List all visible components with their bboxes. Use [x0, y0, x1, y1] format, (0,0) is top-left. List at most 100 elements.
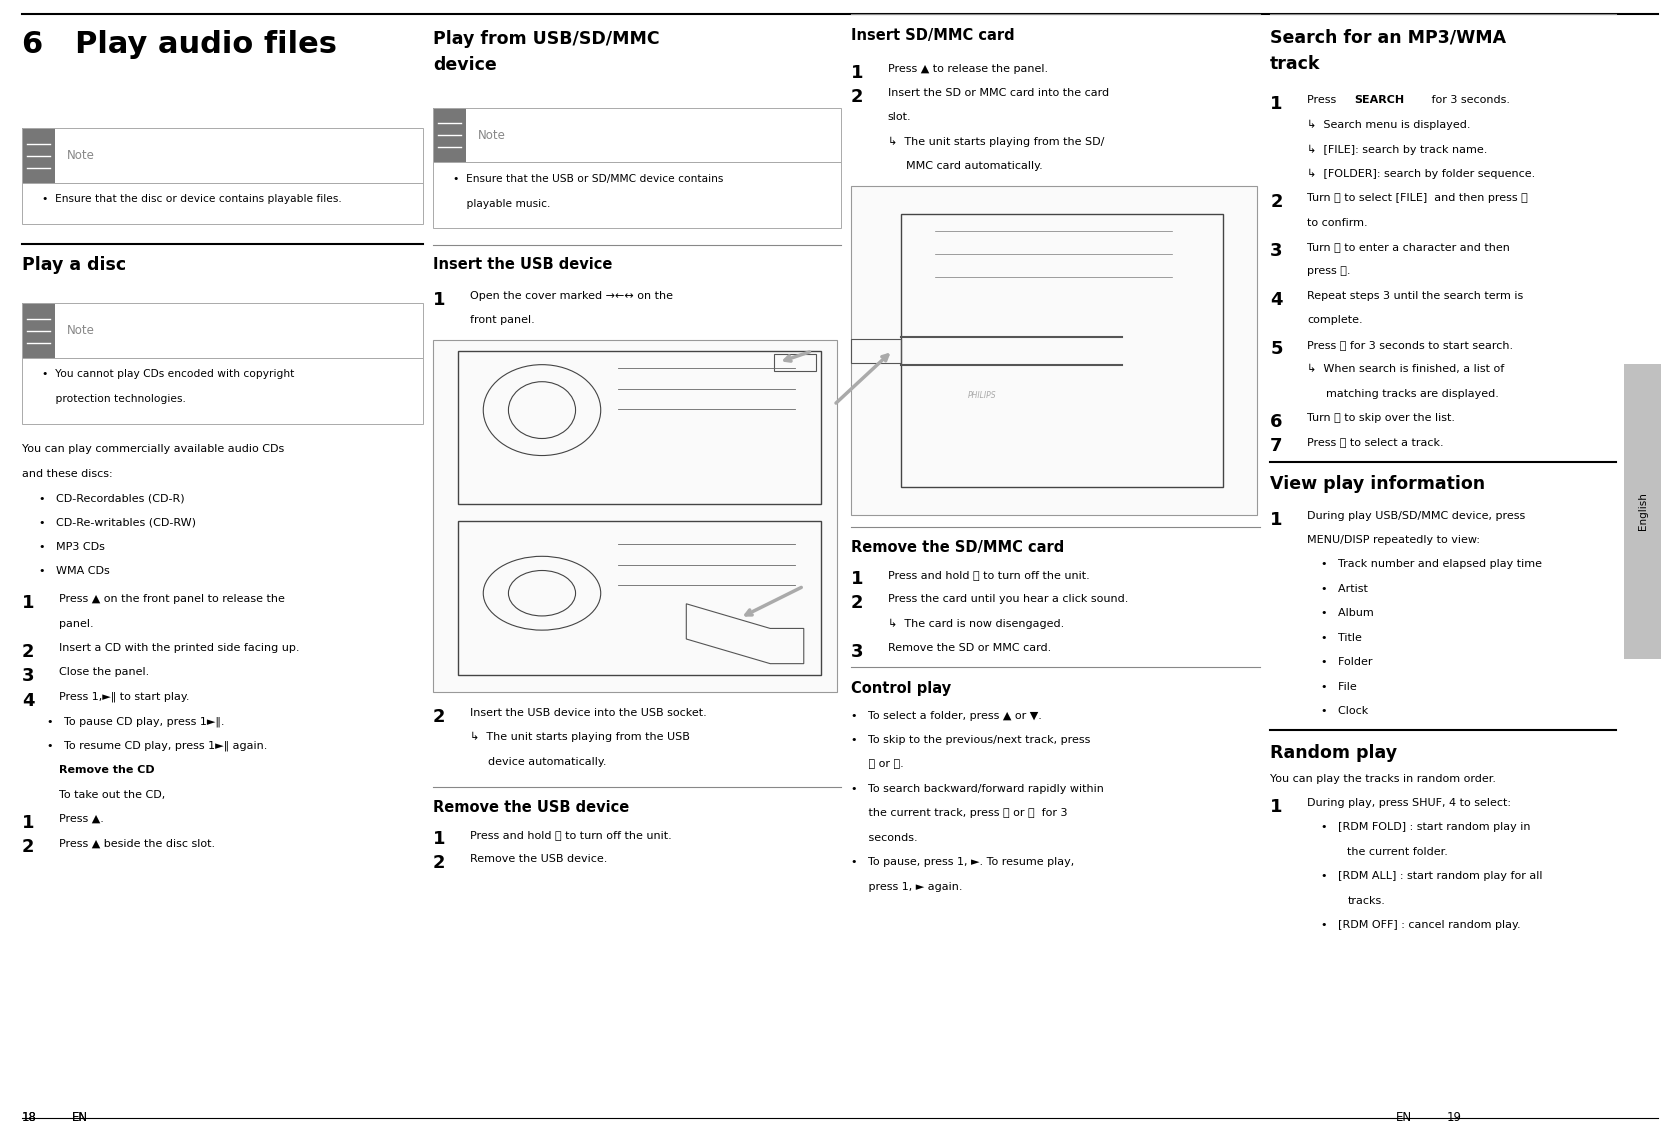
Text: Insert SD/MMC card: Insert SD/MMC card [851, 28, 1015, 43]
Text: matching tracks are displayed.: matching tracks are displayed. [1326, 389, 1498, 399]
Text: To take out the CD,: To take out the CD, [59, 790, 164, 800]
Text: Random play: Random play [1270, 744, 1398, 762]
Text: •   Album: • Album [1321, 608, 1373, 618]
Text: 1: 1 [22, 815, 34, 832]
Text: Press Ⓢ to select a track.: Press Ⓢ to select a track. [1307, 437, 1443, 448]
Text: EN: EN [72, 1111, 89, 1124]
Text: ↳  The card is now disengaged.: ↳ The card is now disengaged. [888, 618, 1064, 629]
Text: 2: 2 [22, 643, 34, 661]
Text: 2: 2 [851, 87, 862, 106]
Text: ↳  The unit starts playing from the USB: ↳ The unit starts playing from the USB [470, 733, 690, 743]
Text: Insert the USB device: Insert the USB device [433, 257, 612, 272]
Text: 1: 1 [1270, 510, 1282, 528]
Text: •   [RDM ALL] : start random play for all: • [RDM ALL] : start random play for all [1321, 871, 1542, 882]
Text: •   CD-Recordables (CD-R): • CD-Recordables (CD-R) [39, 493, 185, 503]
Text: SEARCH: SEARCH [1354, 95, 1404, 106]
Text: 1: 1 [851, 569, 862, 587]
Text: MENU/DISP repeatedly to view:: MENU/DISP repeatedly to view: [1307, 535, 1480, 545]
Text: protection technologies.: protection technologies. [42, 394, 186, 404]
Text: 3: 3 [22, 668, 34, 685]
Text: ⏮ or ⏭.: ⏮ or ⏭. [851, 759, 903, 769]
Text: 4: 4 [1270, 291, 1282, 309]
Text: Remove the USB device.: Remove the USB device. [470, 854, 607, 864]
Text: 6   Play audio files: 6 Play audio files [22, 30, 337, 59]
Text: ↳  Search menu is displayed.: ↳ Search menu is displayed. [1307, 119, 1470, 131]
Text: Press and hold Ⓢ to turn off the unit.: Press and hold Ⓢ to turn off the unit. [470, 830, 671, 840]
Text: 2: 2 [1270, 193, 1282, 211]
Text: and these discs:: and these discs: [22, 469, 112, 478]
Text: ↳  The unit starts playing from the SD/: ↳ The unit starts playing from the SD/ [888, 136, 1104, 148]
Text: Press and hold Ⓢ to turn off the unit.: Press and hold Ⓢ to turn off the unit. [888, 569, 1089, 579]
Text: ↳  [FILE]: search by track name.: ↳ [FILE]: search by track name. [1307, 144, 1487, 154]
Text: •   MP3 CDs: • MP3 CDs [39, 542, 104, 552]
Text: 1: 1 [433, 291, 445, 309]
Text: During play, press SHUF, 4 to select:: During play, press SHUF, 4 to select: [1307, 797, 1512, 808]
Text: Insert the SD or MMC card into the card: Insert the SD or MMC card into the card [888, 87, 1109, 98]
Text: •  You cannot play CDs encoded with copyright: • You cannot play CDs encoded with copyr… [42, 369, 294, 379]
Text: device: device [433, 56, 497, 74]
Text: track: track [1270, 55, 1321, 73]
Text: 3: 3 [851, 643, 862, 661]
Text: Remove the SD/MMC card: Remove the SD/MMC card [851, 540, 1064, 556]
Text: Search for an MP3/WMA: Search for an MP3/WMA [1270, 28, 1507, 47]
Text: press Ⓢ.: press Ⓢ. [1307, 266, 1351, 276]
Text: •   To search backward/forward rapidly within: • To search backward/forward rapidly wit… [851, 784, 1104, 794]
Text: •   To pause, press 1, ►. To resume play,: • To pause, press 1, ►. To resume play, [851, 857, 1074, 867]
Text: Turn Ⓢ to skip over the list.: Turn Ⓢ to skip over the list. [1307, 412, 1455, 423]
Text: EN: EN [72, 1111, 89, 1124]
Text: ↳  When search is finished, a list of: ↳ When search is finished, a list of [1307, 364, 1505, 374]
Text: Press Ⓢ for 3 seconds to start search.: Press Ⓢ for 3 seconds to start search. [1307, 340, 1514, 350]
Text: •   To resume CD play, press 1►‖ again.: • To resume CD play, press 1►‖ again. [47, 741, 267, 751]
Text: Insert the USB device into the USB socket.: Insert the USB device into the USB socke… [470, 708, 706, 718]
Text: 2: 2 [22, 838, 34, 857]
Text: •   [RDM OFF] : cancel random play.: • [RDM OFF] : cancel random play. [1321, 920, 1520, 930]
Text: Remove the CD: Remove the CD [59, 766, 154, 775]
Text: Turn Ⓢ to select [FILE]  and then press Ⓢ: Turn Ⓢ to select [FILE] and then press Ⓢ [1307, 193, 1529, 203]
Text: tracks.: tracks. [1347, 895, 1386, 905]
Text: 4: 4 [22, 692, 34, 710]
Text: Press ▲.: Press ▲. [59, 815, 104, 824]
Text: seconds.: seconds. [851, 833, 918, 843]
Text: complete.: complete. [1307, 315, 1363, 325]
Text: Repeat steps 3 until the search term is: Repeat steps 3 until the search term is [1307, 291, 1524, 301]
Text: EN: EN [1396, 1111, 1413, 1124]
Text: 6: 6 [1270, 412, 1282, 431]
FancyBboxPatch shape [1624, 364, 1661, 659]
Text: MMC card automatically.: MMC card automatically. [906, 161, 1042, 172]
Text: PHILIPS: PHILIPS [968, 391, 997, 400]
FancyBboxPatch shape [851, 185, 1257, 515]
Text: English: English [1638, 492, 1648, 531]
Text: Press ▲ to release the panel.: Press ▲ to release the panel. [888, 64, 1047, 74]
Text: 19: 19 [1446, 1111, 1462, 1124]
Text: Note: Note [478, 128, 507, 142]
Text: 1: 1 [851, 64, 862, 82]
Text: 5: 5 [1270, 340, 1282, 358]
Text: panel.: panel. [59, 619, 94, 628]
Text: Play from USB/SD/MMC: Play from USB/SD/MMC [433, 30, 659, 48]
Text: the current track, press ⏮ or ⏭  for 3: the current track, press ⏮ or ⏭ for 3 [851, 808, 1067, 818]
Text: During play USB/SD/MMC device, press: During play USB/SD/MMC device, press [1307, 510, 1525, 520]
Text: •   File: • File [1321, 682, 1356, 692]
Text: •   Artist: • Artist [1321, 584, 1368, 594]
Text: 18: 18 [22, 1111, 37, 1124]
Text: device automatically.: device automatically. [488, 757, 607, 767]
Text: the current folder.: the current folder. [1347, 846, 1448, 857]
Text: 1: 1 [22, 594, 34, 612]
Text: 3: 3 [1270, 242, 1282, 260]
Text: Close the panel.: Close the panel. [59, 668, 149, 677]
Text: •   Title: • Title [1321, 633, 1361, 643]
Text: •   To skip to the previous/next track, press: • To skip to the previous/next track, pr… [851, 735, 1091, 745]
FancyBboxPatch shape [433, 340, 837, 692]
Text: Press the card until you hear a click sound.: Press the card until you hear a click so… [888, 594, 1128, 604]
Text: •  Ensure that the USB or SD/MMC device contains: • Ensure that the USB or SD/MMC device c… [453, 174, 723, 184]
Text: Remove the SD or MMC card.: Remove the SD or MMC card. [888, 643, 1050, 653]
Text: •   To pause CD play, press 1►‖.: • To pause CD play, press 1►‖. [47, 717, 225, 727]
Text: Play a disc: Play a disc [22, 256, 126, 274]
Text: •   Clock: • Clock [1321, 705, 1368, 716]
Text: •   Track number and elapsed play time: • Track number and elapsed play time [1321, 559, 1542, 569]
Text: 2: 2 [433, 854, 445, 872]
Text: 1: 1 [433, 830, 445, 847]
Text: 7: 7 [1270, 437, 1282, 456]
Text: slot.: slot. [888, 112, 911, 123]
Text: Press: Press [1307, 95, 1341, 106]
